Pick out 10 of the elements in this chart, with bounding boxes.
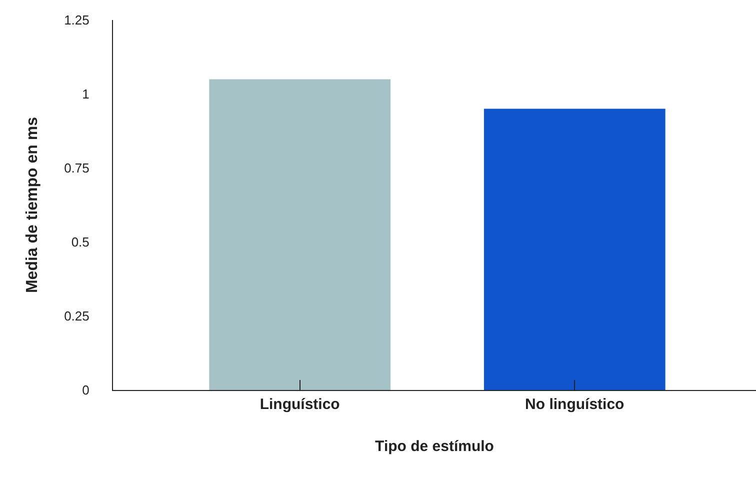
y-axis-title: Media de tiempo en ms <box>24 116 41 294</box>
x-axis-title: Tipo de estímulo <box>375 438 494 455</box>
x-tick-label: Linguístico <box>260 396 340 413</box>
y-tick-label: 1.25 <box>64 12 90 28</box>
y-tick-label: 0.5 <box>71 234 90 250</box>
y-tick-label: 0.25 <box>64 308 90 324</box>
y-tick-label: 1 <box>82 86 90 102</box>
x-tick-label: No linguístico <box>525 396 624 413</box>
y-tick-label: 0.75 <box>64 160 90 176</box>
y-tick-label: 0 <box>82 382 90 398</box>
